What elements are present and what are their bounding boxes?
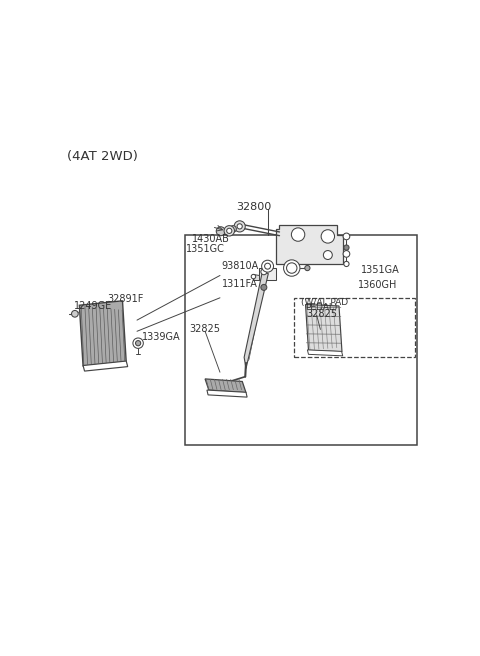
Text: 1311FA: 1311FA — [222, 279, 258, 289]
Circle shape — [264, 263, 271, 269]
Bar — [259, 268, 276, 280]
Text: 1339GA: 1339GA — [142, 332, 180, 342]
Polygon shape — [79, 300, 126, 366]
Text: (W/AL PAD: (W/AL PAD — [301, 298, 348, 307]
Text: 1249GE: 1249GE — [74, 301, 112, 311]
Circle shape — [321, 230, 335, 243]
Text: 1430AB: 1430AB — [192, 234, 230, 244]
Circle shape — [344, 245, 349, 250]
Text: 1351GA: 1351GA — [361, 265, 400, 275]
Polygon shape — [307, 350, 343, 356]
Circle shape — [133, 338, 144, 348]
Circle shape — [262, 260, 274, 272]
Polygon shape — [207, 390, 247, 397]
Polygon shape — [253, 274, 259, 280]
Text: (4AT 2WD): (4AT 2WD) — [67, 150, 138, 163]
Bar — [294, 298, 415, 358]
Polygon shape — [276, 225, 343, 264]
Text: 32825: 32825 — [190, 325, 220, 335]
Circle shape — [344, 261, 349, 266]
Polygon shape — [305, 304, 342, 352]
Circle shape — [251, 274, 256, 279]
Circle shape — [237, 224, 242, 229]
Circle shape — [216, 227, 225, 236]
Text: PEDAL): PEDAL) — [305, 303, 338, 312]
Circle shape — [229, 226, 236, 232]
Bar — [185, 235, 417, 445]
Circle shape — [261, 269, 267, 275]
Circle shape — [284, 260, 300, 276]
Circle shape — [324, 251, 332, 260]
Circle shape — [234, 221, 245, 232]
Text: 32800: 32800 — [236, 201, 271, 212]
Polygon shape — [205, 379, 246, 393]
Circle shape — [261, 285, 267, 291]
Text: 1351GC: 1351GC — [186, 245, 225, 255]
Circle shape — [72, 310, 78, 317]
Circle shape — [224, 226, 234, 236]
Polygon shape — [244, 272, 268, 369]
Text: 32891F: 32891F — [108, 293, 144, 304]
Circle shape — [305, 266, 310, 271]
Circle shape — [343, 233, 350, 239]
Circle shape — [291, 228, 305, 241]
Circle shape — [135, 340, 141, 346]
Polygon shape — [83, 361, 128, 371]
Text: 93810A: 93810A — [222, 261, 259, 271]
Text: 1360GH: 1360GH — [358, 279, 397, 290]
Circle shape — [343, 251, 350, 257]
Circle shape — [227, 228, 232, 234]
Circle shape — [287, 263, 297, 274]
Text: 32825: 32825 — [306, 309, 337, 319]
